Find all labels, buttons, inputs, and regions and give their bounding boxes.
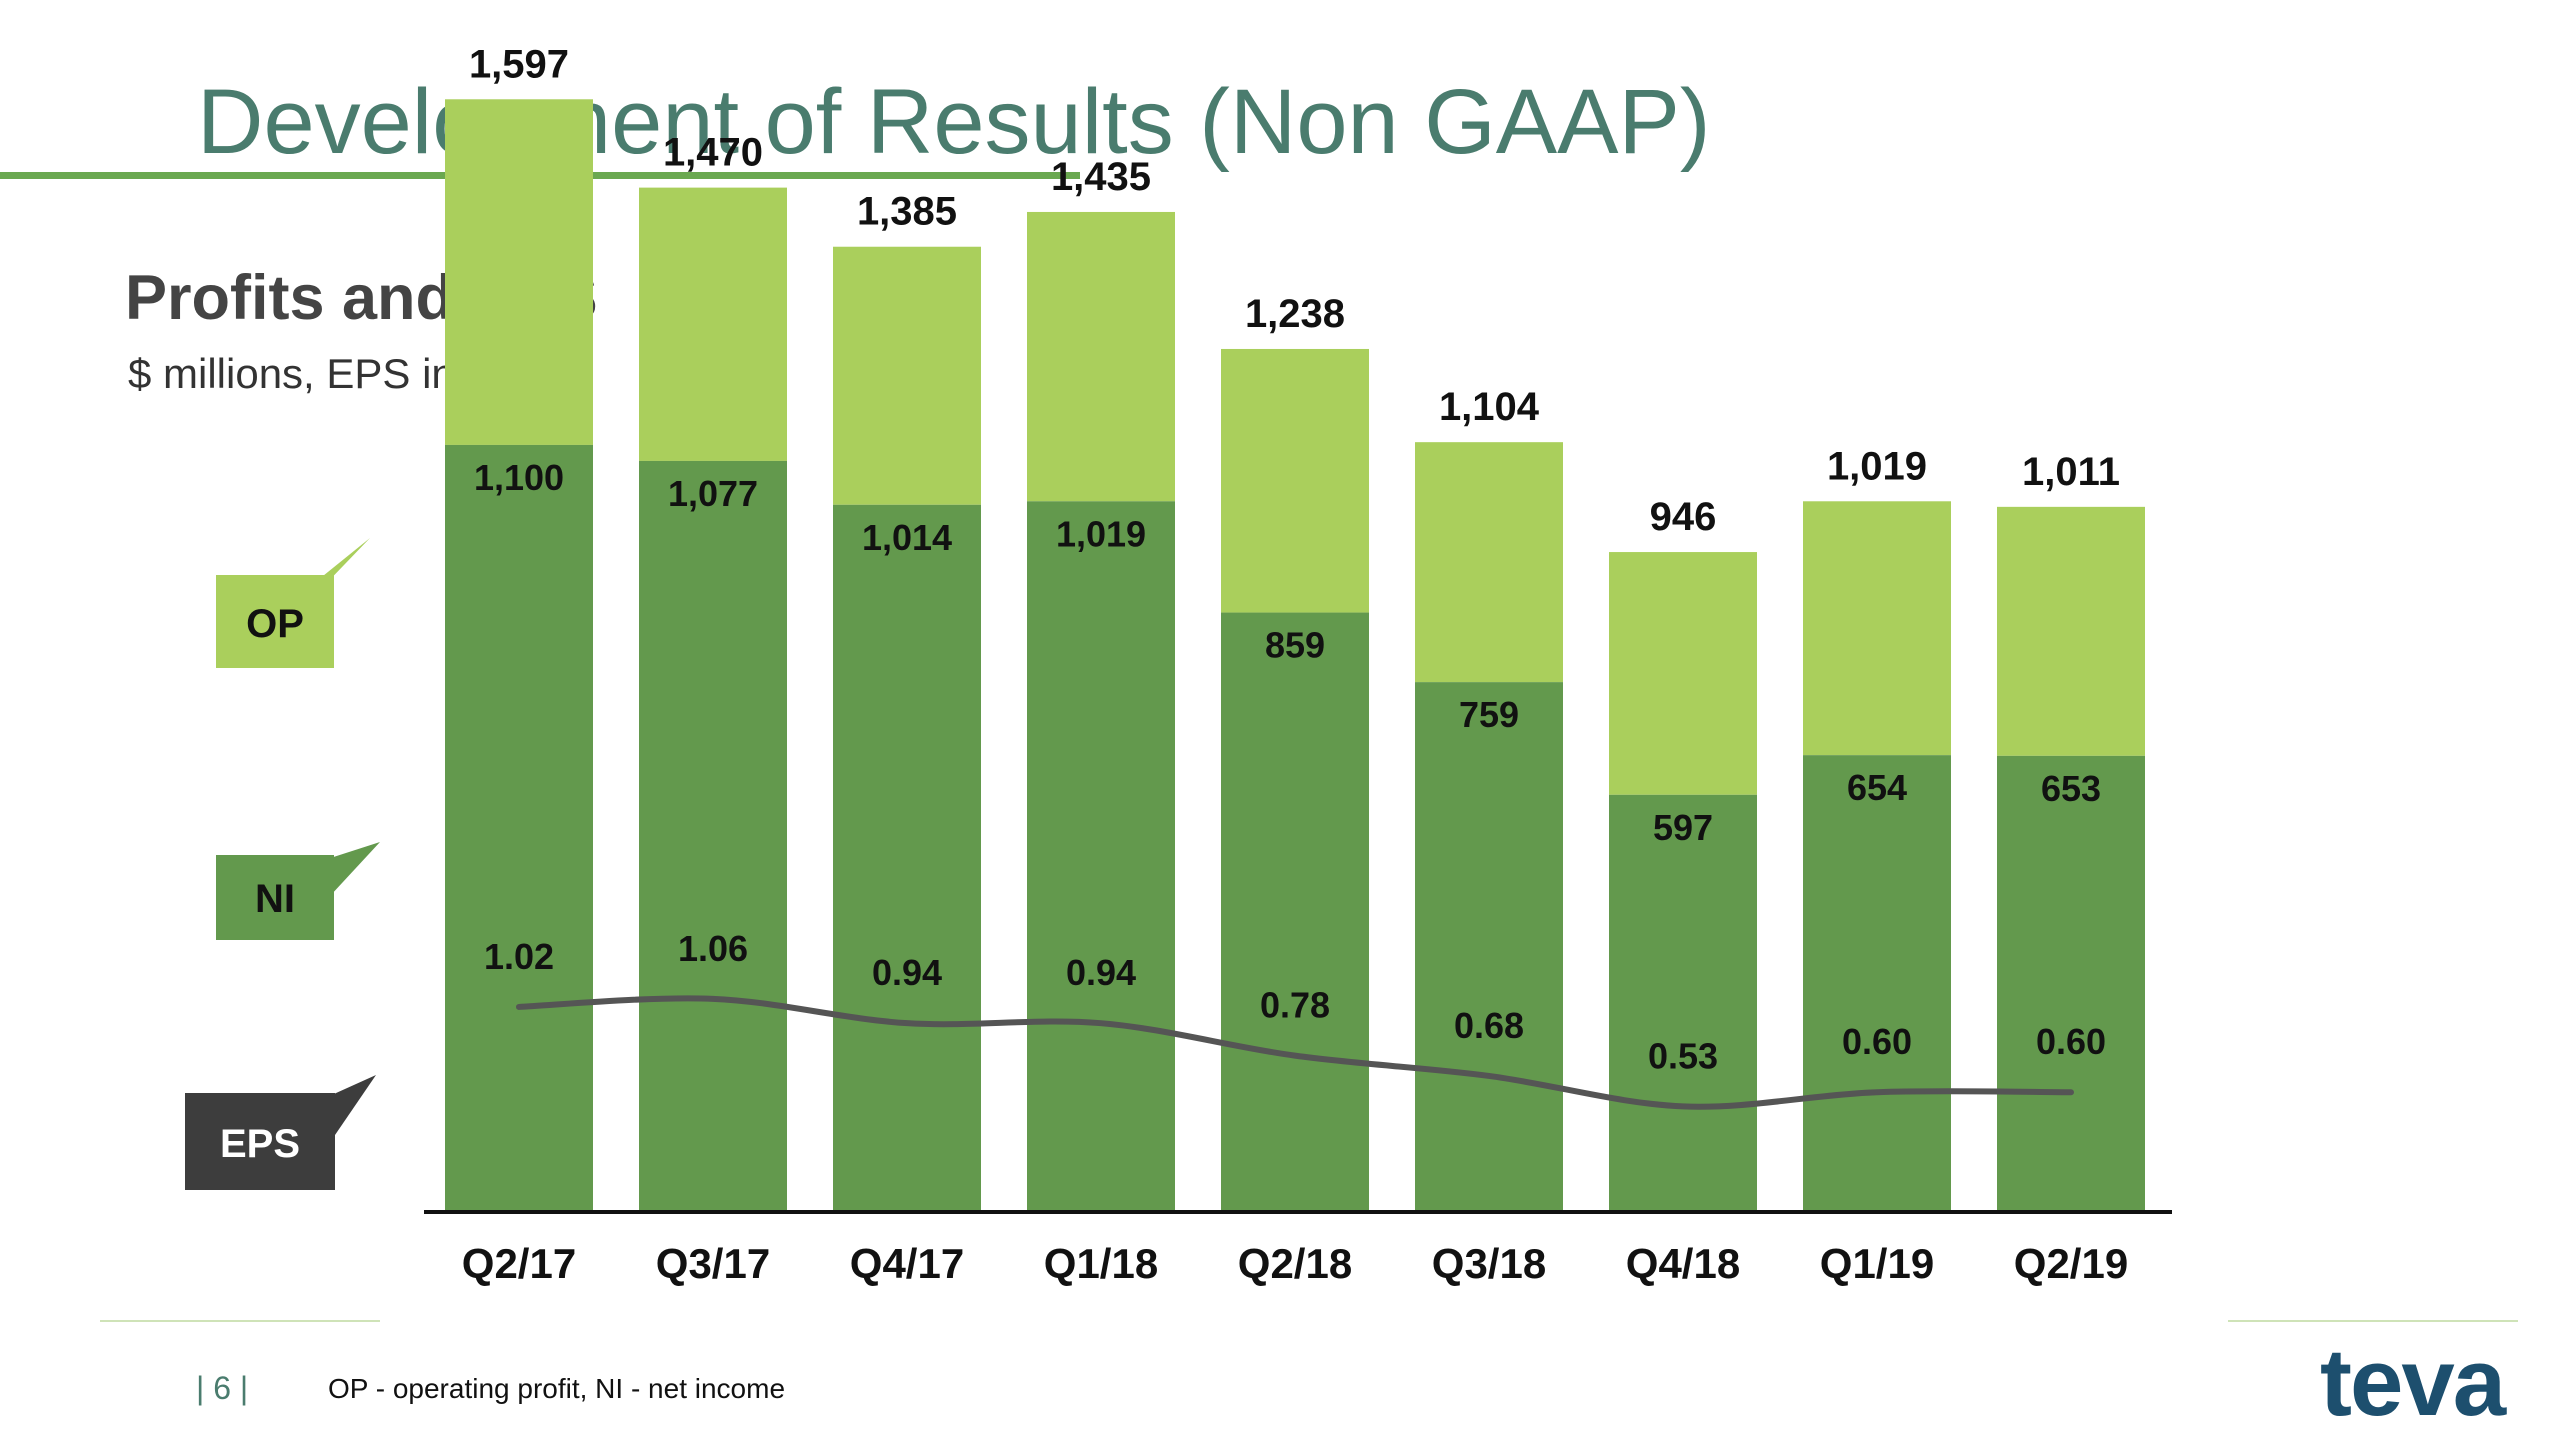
ni-bar xyxy=(1609,794,1757,1210)
x-tick-label: Q1/18 xyxy=(1044,1240,1158,1287)
legend-eps-box xyxy=(185,1093,335,1190)
eps-value-label: 0.60 xyxy=(2036,1021,2106,1062)
eps-value-label: 0.68 xyxy=(1454,1005,1524,1046)
ni-bar xyxy=(1027,501,1175,1210)
teva-logo: teva xyxy=(2320,1329,2506,1436)
x-tick-label: Q2/18 xyxy=(1238,1240,1352,1287)
op-bar xyxy=(1803,501,1951,756)
x-axis-ticks: Q2/17 Q3/17 Q4/17 Q1/18 Q2/18 Q3/18 Q4/18 Q1/19… xyxy=(462,1240,2128,1287)
legend-eps-label: EPS xyxy=(220,1122,300,1166)
op-value-label: 946 xyxy=(1650,495,1717,539)
op-value-label: 1,470 xyxy=(663,131,763,175)
eps-value-label: 1.02 xyxy=(484,936,554,977)
ni-bar xyxy=(833,504,981,1210)
op-bar xyxy=(833,246,981,505)
op-value-label: 1,019 xyxy=(1827,444,1927,488)
op-bar xyxy=(1415,442,1563,683)
footer-rule-right xyxy=(2228,1320,2518,1322)
legend-op: OP xyxy=(216,538,370,668)
x-tick-label: Q3/18 xyxy=(1432,1240,1546,1287)
op-value-label: 1,597 xyxy=(469,42,569,86)
legend-eps-pointer xyxy=(325,1075,376,1135)
legend-ni-label: NI xyxy=(255,877,295,921)
legend-ni-box xyxy=(216,855,334,940)
profits-eps-chart: OP NI EPS 1,5971,1001.021,4701,0771.061,… xyxy=(185,42,2172,1287)
chart-labels: 1,597 1,100 1.02 1,470 1,077 1.06 1,385 1,014 0.… xyxy=(469,42,2120,1076)
ni-value-label: 1,077 xyxy=(668,473,758,514)
op-bar xyxy=(1609,552,1757,795)
eps-value-label: 0.53 xyxy=(1648,1035,1718,1076)
ni-value-label: 859 xyxy=(1265,625,1325,666)
legend-op-box xyxy=(216,575,334,668)
ni-value-label: 597 xyxy=(1653,807,1713,848)
ni-bar xyxy=(639,460,787,1210)
eps-line xyxy=(516,995,2074,1110)
legend-eps: EPS xyxy=(185,1075,376,1190)
op-bar xyxy=(445,99,593,445)
x-tick-label: Q1/19 xyxy=(1820,1240,1934,1287)
eps-value-label: 0.60 xyxy=(1842,1021,1912,1062)
eps-value-label: 0.78 xyxy=(1260,985,1330,1026)
op-bar xyxy=(639,187,787,461)
eps-value-label: 0.94 xyxy=(872,952,942,993)
ni-bar xyxy=(445,444,593,1210)
op-bar xyxy=(1027,211,1175,502)
ni-value-label: 654 xyxy=(1847,767,1907,808)
op-bar xyxy=(1997,506,2145,756)
eps-value-label: 0.94 xyxy=(1066,952,1136,993)
footer-rule-left xyxy=(100,1320,380,1322)
x-tick-label: Q4/17 xyxy=(850,1240,964,1287)
ni-bar xyxy=(1221,612,1369,1210)
x-tick-label: Q3/17 xyxy=(656,1240,770,1287)
ni-value-label: 1,019 xyxy=(1056,513,1146,554)
ni-value-label: 759 xyxy=(1459,694,1519,735)
ni-value-label: 1,014 xyxy=(862,517,952,558)
ni-bar xyxy=(1415,682,1563,1210)
x-tick-label: Q2/17 xyxy=(462,1240,576,1287)
ni-value-label: 653 xyxy=(2041,768,2101,809)
op-value-label: 1,385 xyxy=(857,190,957,234)
page-number: | 6 | xyxy=(196,1370,249,1406)
x-tick-label: Q2/19 xyxy=(2014,1240,2128,1287)
op-value-label: 1,238 xyxy=(1245,292,1345,336)
op-bar xyxy=(1221,348,1369,613)
op-value-label: 1,104 xyxy=(1439,385,1540,429)
footnote: OP - operating profit, NI - net income xyxy=(328,1373,786,1404)
op-value-label: 1,011 xyxy=(2022,450,2120,494)
ni-bar xyxy=(1997,755,2145,1210)
legend-ni: NI xyxy=(216,842,380,940)
ni-bar xyxy=(1803,755,1951,1210)
chart-bars xyxy=(445,99,2145,1210)
chart-units: $ millions, EPS in $ xyxy=(128,350,490,397)
eps-value-label: 1.06 xyxy=(678,928,748,969)
legend-op-label: OP xyxy=(246,602,304,646)
eps-line-layer xyxy=(516,995,2074,1110)
ni-value-label: 1,100 xyxy=(474,457,564,498)
x-tick-label: Q4/18 xyxy=(1626,1240,1740,1287)
op-value-label: 1,435 xyxy=(1051,155,1151,199)
